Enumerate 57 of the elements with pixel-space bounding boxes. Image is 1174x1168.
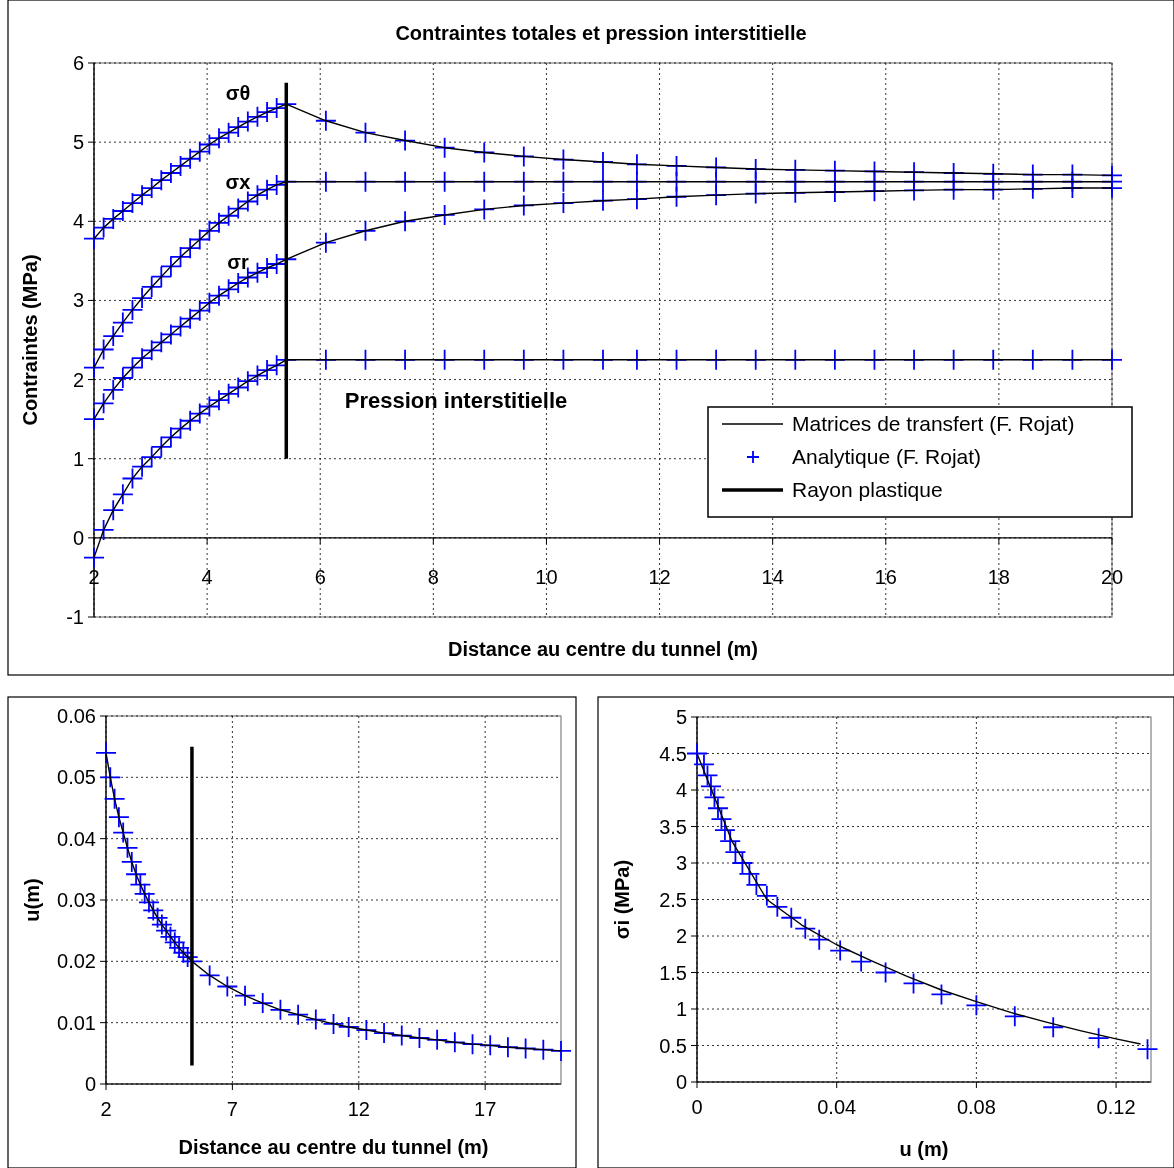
chart-title: Contraintes totales et pression interstitielle — [395, 22, 807, 44]
x-tick-label: 4 — [201, 565, 213, 588]
y-tick-label: 6 — [72, 52, 84, 74]
x-tick-label: 18 — [987, 565, 1011, 588]
x-tick-label: 17 — [474, 1098, 497, 1120]
x-tick-label: 14 — [761, 565, 784, 588]
y-axis-title: Contraintes (MPa) — [19, 254, 41, 426]
x-tick-label: 6 — [314, 565, 326, 588]
y-tick-label: 2.5 — [659, 888, 687, 911]
y-tick-label: 0.04 — [57, 827, 96, 850]
y-tick-label: 2 — [675, 925, 687, 947]
annotation: Pression interstitielle — [344, 387, 568, 413]
y-tick-label: 0 — [72, 526, 84, 549]
y-tick-label: 3 — [72, 289, 84, 312]
x-tick-label: 0.12 — [1096, 1096, 1136, 1118]
y-tick-label: -1 — [66, 606, 84, 628]
x-tick-label: 20 — [1100, 565, 1124, 588]
legend-label: Rayon plastique — [792, 478, 943, 502]
x-tick-label: 8 — [427, 565, 439, 588]
y-axis-title: u(m) — [21, 878, 43, 922]
y-axis-title: σi (MPa) — [611, 859, 633, 940]
x-axis-title: u (m) — [899, 1138, 949, 1160]
x-axis-title: Distance au centre du tunnel (m) — [447, 638, 759, 660]
y-tick-label: 0 — [84, 1073, 96, 1095]
legend-label: Matrices de transfert (F. Rojat) — [792, 412, 1075, 436]
annotation: σx — [225, 171, 251, 193]
y-tick-label: 0.03 — [57, 889, 96, 911]
y-tick-label: 3.5 — [659, 815, 687, 838]
y-tick-label: 0.05 — [57, 766, 96, 789]
x-tick-label: 7 — [226, 1098, 238, 1120]
x-tick-label: 12 — [347, 1098, 370, 1120]
legend-label: Analytique (F. Rojat) — [792, 445, 982, 469]
y-tick-label: 5 — [72, 131, 84, 154]
y-tick-label: 4.5 — [659, 742, 687, 765]
y-tick-label: 0.01 — [57, 1011, 96, 1034]
x-tick-label: 0.04 — [817, 1096, 857, 1118]
x-tick-label: 10 — [535, 565, 558, 588]
y-tick-label: 4 — [675, 779, 687, 801]
x-tick-label: 16 — [874, 565, 897, 588]
x-axis-title: Distance au centre du tunnel (m) — [178, 1136, 489, 1158]
y-tick-label: 0.06 — [57, 705, 96, 727]
y-tick-label: 1.5 — [659, 961, 687, 984]
y-tick-label: 5 — [675, 706, 687, 728]
x-tick-label: 0.08 — [956, 1096, 996, 1118]
x-tick-label: 12 — [648, 565, 671, 588]
annotation: σθ — [225, 82, 251, 104]
y-tick-label: 2 — [72, 368, 84, 391]
y-tick-label: 1 — [72, 447, 84, 470]
y-tick-label: 0.02 — [57, 950, 96, 973]
annotation: σr — [227, 251, 249, 273]
x-tick-label: 2 — [100, 1098, 112, 1120]
y-tick-label: 4 — [72, 210, 84, 233]
y-tick-label: 1 — [675, 998, 687, 1020]
y-tick-label: 0.5 — [659, 1034, 687, 1057]
y-tick-label: 0 — [675, 1071, 687, 1093]
x-tick-label: 0 — [691, 1096, 703, 1118]
y-tick-label: 3 — [675, 852, 687, 874]
